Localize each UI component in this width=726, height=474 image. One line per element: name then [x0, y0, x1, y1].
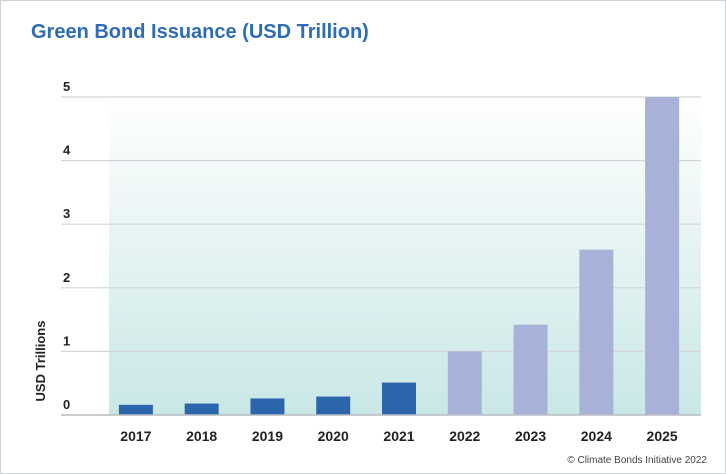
x-tick-label-2021: 2021 — [383, 428, 414, 444]
y-tick-label-2: 2 — [63, 270, 70, 285]
y-tick-label-5: 5 — [63, 79, 70, 94]
x-tick-label-2023: 2023 — [515, 428, 546, 444]
chart-title: Green Bond Issuance (USD Trillion) — [31, 21, 369, 43]
bar-2018 — [184, 403, 219, 415]
x-tick-label-2017: 2017 — [120, 428, 151, 444]
y-axis-label: USD Trillions — [33, 321, 48, 402]
x-tick-label-2024: 2024 — [581, 428, 612, 444]
bar-2020 — [316, 396, 351, 415]
y-tick-label-1: 1 — [63, 333, 70, 348]
y-tick-label-0: 0 — [63, 397, 70, 412]
bar-2021 — [382, 382, 416, 415]
x-tick-label-2020: 2020 — [318, 428, 349, 444]
x-tick-label-2019: 2019 — [252, 428, 283, 444]
copyright-credit: © Climate Bonds Initiative 2022 — [567, 455, 707, 466]
x-tick-label-2025: 2025 — [647, 428, 678, 444]
bar-2017 — [118, 404, 153, 415]
bar-2023 — [513, 324, 548, 415]
x-tick-label-2018: 2018 — [186, 428, 217, 444]
y-tick-label-4: 4 — [63, 143, 71, 158]
bar-2025 — [645, 97, 680, 415]
bar-2024 — [579, 249, 614, 415]
y-tick-label-3: 3 — [63, 206, 70, 221]
bar-2019 — [250, 398, 285, 415]
bar-2022 — [447, 351, 482, 415]
x-tick-label-2022: 2022 — [449, 428, 480, 444]
